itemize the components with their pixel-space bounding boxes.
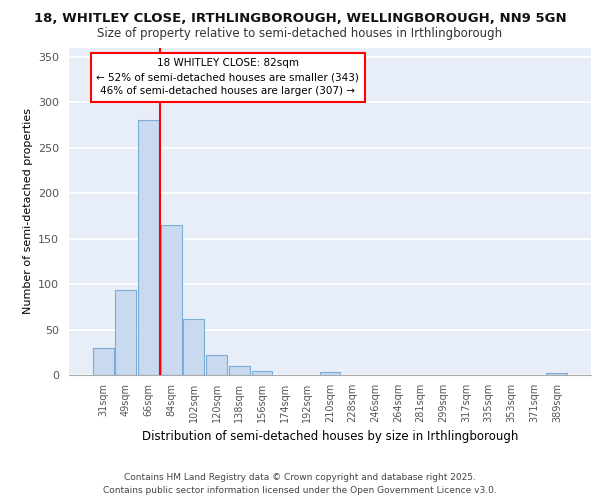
Bar xyxy=(320,372,340,375)
Bar xyxy=(547,373,567,375)
Text: 18 WHITLEY CLOSE: 82sqm
← 52% of semi-detached houses are smaller (343)
46% of s: 18 WHITLEY CLOSE: 82sqm ← 52% of semi-de… xyxy=(97,58,359,96)
Bar xyxy=(229,366,250,375)
Bar xyxy=(251,372,272,375)
Bar xyxy=(161,225,182,375)
Bar xyxy=(138,120,159,375)
Bar xyxy=(184,318,205,375)
Text: Contains HM Land Registry data © Crown copyright and database right 2025.
Contai: Contains HM Land Registry data © Crown c… xyxy=(103,474,497,495)
X-axis label: Distribution of semi-detached houses by size in Irthlingborough: Distribution of semi-detached houses by … xyxy=(142,430,518,444)
Bar xyxy=(206,355,227,375)
Bar xyxy=(115,290,136,375)
Text: Size of property relative to semi-detached houses in Irthlingborough: Size of property relative to semi-detach… xyxy=(97,28,503,40)
Text: 18, WHITLEY CLOSE, IRTHLINGBOROUGH, WELLINGBOROUGH, NN9 5GN: 18, WHITLEY CLOSE, IRTHLINGBOROUGH, WELL… xyxy=(34,12,566,26)
Y-axis label: Number of semi-detached properties: Number of semi-detached properties xyxy=(23,108,32,314)
Bar xyxy=(93,348,113,375)
